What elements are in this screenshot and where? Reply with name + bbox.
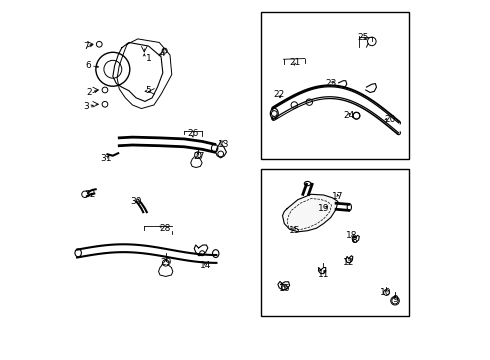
- Text: 6: 6: [85, 61, 91, 70]
- Text: 23: 23: [325, 79, 337, 88]
- Text: 10: 10: [380, 288, 392, 297]
- Text: 28: 28: [159, 224, 171, 233]
- Text: 25: 25: [357, 33, 368, 42]
- Text: 7: 7: [83, 41, 89, 50]
- Text: 4: 4: [160, 49, 166, 58]
- Polygon shape: [283, 194, 338, 232]
- Text: 27: 27: [193, 152, 204, 161]
- Text: 13: 13: [218, 140, 229, 149]
- Text: 15: 15: [289, 225, 301, 234]
- Text: 16: 16: [278, 284, 290, 293]
- Text: 18: 18: [346, 231, 358, 240]
- Text: 29: 29: [161, 258, 172, 267]
- Text: 8: 8: [351, 236, 357, 245]
- Text: 2: 2: [87, 88, 93, 97]
- Text: 1: 1: [146, 54, 151, 63]
- Text: 32: 32: [84, 190, 95, 199]
- Text: 11: 11: [318, 270, 329, 279]
- Text: 21: 21: [289, 58, 301, 67]
- Text: 20: 20: [384, 115, 395, 124]
- Text: 22: 22: [273, 90, 285, 99]
- Text: 30: 30: [130, 197, 142, 206]
- Text: 24: 24: [343, 111, 354, 120]
- Text: 19: 19: [318, 204, 329, 213]
- Text: 26: 26: [188, 129, 199, 138]
- FancyBboxPatch shape: [261, 169, 409, 316]
- Text: 9: 9: [392, 295, 398, 304]
- Text: 5: 5: [146, 86, 151, 95]
- Text: 31: 31: [100, 154, 111, 163]
- Text: 14: 14: [200, 261, 211, 270]
- FancyBboxPatch shape: [261, 12, 409, 158]
- Text: 12: 12: [343, 258, 354, 267]
- Text: 17: 17: [332, 192, 343, 201]
- Text: 3: 3: [83, 102, 89, 111]
